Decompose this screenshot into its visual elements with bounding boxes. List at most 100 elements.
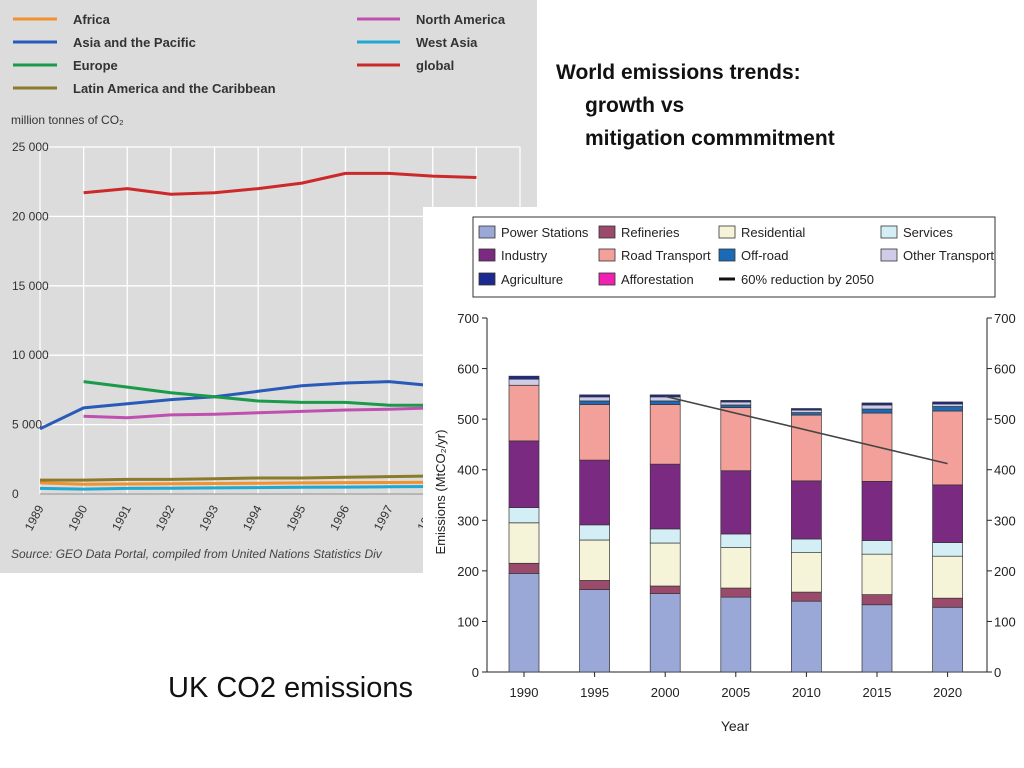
right-y-tick-label-left: 700 xyxy=(457,311,479,326)
right-y-tick-label-left: 500 xyxy=(457,412,479,427)
reduction-target-line xyxy=(665,395,948,465)
bar-segment-refineries-2020 xyxy=(932,597,963,608)
legend-label-refineries: Refineries xyxy=(621,225,680,240)
right-y-tick-label-right: 700 xyxy=(994,311,1016,326)
series-line-europe xyxy=(83,380,477,407)
bar-segment-road-transport-2000 xyxy=(649,404,681,465)
right-y-tick-label-right: 200 xyxy=(994,564,1016,579)
left-y-tick-label: 15 000 xyxy=(12,279,49,293)
bar-segment-industry-2005 xyxy=(720,470,752,535)
legend-label-3: Latin America and the Caribbean xyxy=(73,81,276,96)
bar-segment-services-2010 xyxy=(791,538,822,554)
bar-segment-off-road-2005 xyxy=(720,404,752,408)
right-y-tick-label-right: 300 xyxy=(994,513,1016,528)
bar-segment-industry-2020 xyxy=(932,484,963,543)
bar-segment-services-2015 xyxy=(861,540,893,555)
legend-label-other-transport: Other Transport xyxy=(903,248,994,263)
left-y-tick-label: 0 xyxy=(12,487,19,501)
bar-segment-power-stations-2005 xyxy=(720,596,752,673)
legend-swatch-other-transport xyxy=(880,248,898,262)
bar-segment-residential-2010 xyxy=(791,552,822,593)
legend-label-agriculture: Agriculture xyxy=(501,272,563,287)
left-x-tick-label: 1997 xyxy=(371,503,396,533)
bar-segment-road-transport-2010 xyxy=(791,414,822,482)
left-y-axis-label: million tonnes of CO₂ xyxy=(11,113,124,127)
bar-segment-off-road-2020 xyxy=(932,406,963,412)
bar-segment-industry-1990 xyxy=(508,440,540,508)
bar-segment-road-transport-1995 xyxy=(579,404,610,461)
legend-label-off-road: Off-road xyxy=(741,248,788,263)
bar-segment-agriculture-1995 xyxy=(579,394,610,398)
bar-segment-refineries-2015 xyxy=(861,594,893,606)
legend-label-0: Africa xyxy=(73,12,111,27)
uk-emissions-caption: UK CO2 emissions xyxy=(168,672,413,704)
bar-segment-residential-2015 xyxy=(861,553,893,595)
bar-segment-other-transport-2020 xyxy=(932,403,963,407)
left-x-tick-label: 1995 xyxy=(284,503,309,533)
right-y-tick-label-left: 300 xyxy=(457,513,479,528)
legend-swatch-power-stations xyxy=(478,225,496,239)
legend-label-1: Asia and the Pacific xyxy=(73,35,196,50)
right-x-tick-label: 2000 xyxy=(651,685,680,700)
bar-segment-residential-2005 xyxy=(720,547,752,589)
bar-segment-residential-1995 xyxy=(579,539,610,581)
right-y-axis-label: Emissions (MtCO₂/yr) xyxy=(433,430,448,555)
legend-swatch-agriculture xyxy=(478,272,496,286)
bar-segment-agriculture-2020 xyxy=(932,401,963,405)
right-y-tick-label-right: 100 xyxy=(994,614,1016,629)
bar-segment-refineries-2000 xyxy=(649,585,681,594)
left-x-tick-label: 1991 xyxy=(109,503,134,533)
series-line-africa xyxy=(39,480,477,486)
legend-swatch-road-transport xyxy=(598,248,616,262)
bar-segment-industry-2000 xyxy=(649,463,681,530)
right-y-tick-label-left: 0 xyxy=(472,665,479,680)
left-x-tick-label: 1989 xyxy=(22,503,47,533)
bar-segment-off-road-2000 xyxy=(649,400,681,405)
left-x-tick-label: 1994 xyxy=(240,503,265,533)
bar-segment-refineries-2005 xyxy=(720,587,752,598)
bar-segment-residential-2000 xyxy=(649,542,681,587)
right-y-tick-label-right: 400 xyxy=(994,463,1016,478)
legend-swatch-afforestation xyxy=(598,272,616,286)
bar-segment-power-stations-2010 xyxy=(791,600,822,673)
bar-segment-power-stations-1990 xyxy=(508,573,540,673)
right-y-tick-label-left: 200 xyxy=(457,564,479,579)
left-source-note: Source: GEO Data Portal, compiled from U… xyxy=(11,547,383,561)
legend-swatch-industry xyxy=(478,248,496,262)
series-line-west-asia xyxy=(39,484,477,491)
right-y-tick-label-left: 400 xyxy=(457,463,479,478)
legend-label-reduction-line: 60% reduction by 2050 xyxy=(741,272,874,287)
uk-emissions-stacked-bar-chart: Power Stations Refineries Residential Servi… xyxy=(433,216,1016,734)
right-y-tick-label-right: 600 xyxy=(994,362,1016,377)
bar-segment-agriculture-1990 xyxy=(508,375,540,380)
bar-segment-other-transport-1990 xyxy=(508,378,540,386)
bar-segment-refineries-1990 xyxy=(508,562,540,574)
bar-segment-services-1995 xyxy=(579,524,610,541)
bar-segment-industry-2015 xyxy=(861,480,893,541)
legend-label-power-stations: Power Stations xyxy=(501,225,589,240)
legend-label-6: global xyxy=(416,58,454,73)
bar-segment-road-transport-2005 xyxy=(720,407,752,472)
series-line-latin-america-and-the-caribbean xyxy=(40,474,477,482)
left-x-tick-label: 1996 xyxy=(327,503,352,533)
bar-segment-services-1990 xyxy=(508,507,540,524)
right-x-tick-label: 2020 xyxy=(933,685,962,700)
bar-segment-refineries-2010 xyxy=(791,591,822,602)
bar-segment-refineries-1995 xyxy=(579,580,610,590)
legend-label-4: North America xyxy=(416,12,506,27)
left-y-tick-label: 10 000 xyxy=(12,348,49,362)
bar-segment-power-stations-2015 xyxy=(861,604,893,673)
right-x-tick-label: 1990 xyxy=(510,685,539,700)
legend-swatch-residential xyxy=(718,225,736,239)
bar-segment-industry-2010 xyxy=(791,480,822,540)
bar-segment-industry-1995 xyxy=(579,459,610,526)
bar-segment-off-road-1995 xyxy=(579,400,610,405)
right-x-tick-label: 2010 xyxy=(792,685,821,700)
bar-segment-off-road-2010 xyxy=(791,412,822,416)
legend-label-services: Services xyxy=(903,225,953,240)
right-y-tick-label-right: 0 xyxy=(994,665,1001,680)
bar-segment-agriculture-2015 xyxy=(861,402,893,406)
bar-segment-residential-1990 xyxy=(508,522,540,564)
bar-segment-power-stations-1995 xyxy=(579,589,610,673)
right-x-tick-label: 1995 xyxy=(580,685,609,700)
